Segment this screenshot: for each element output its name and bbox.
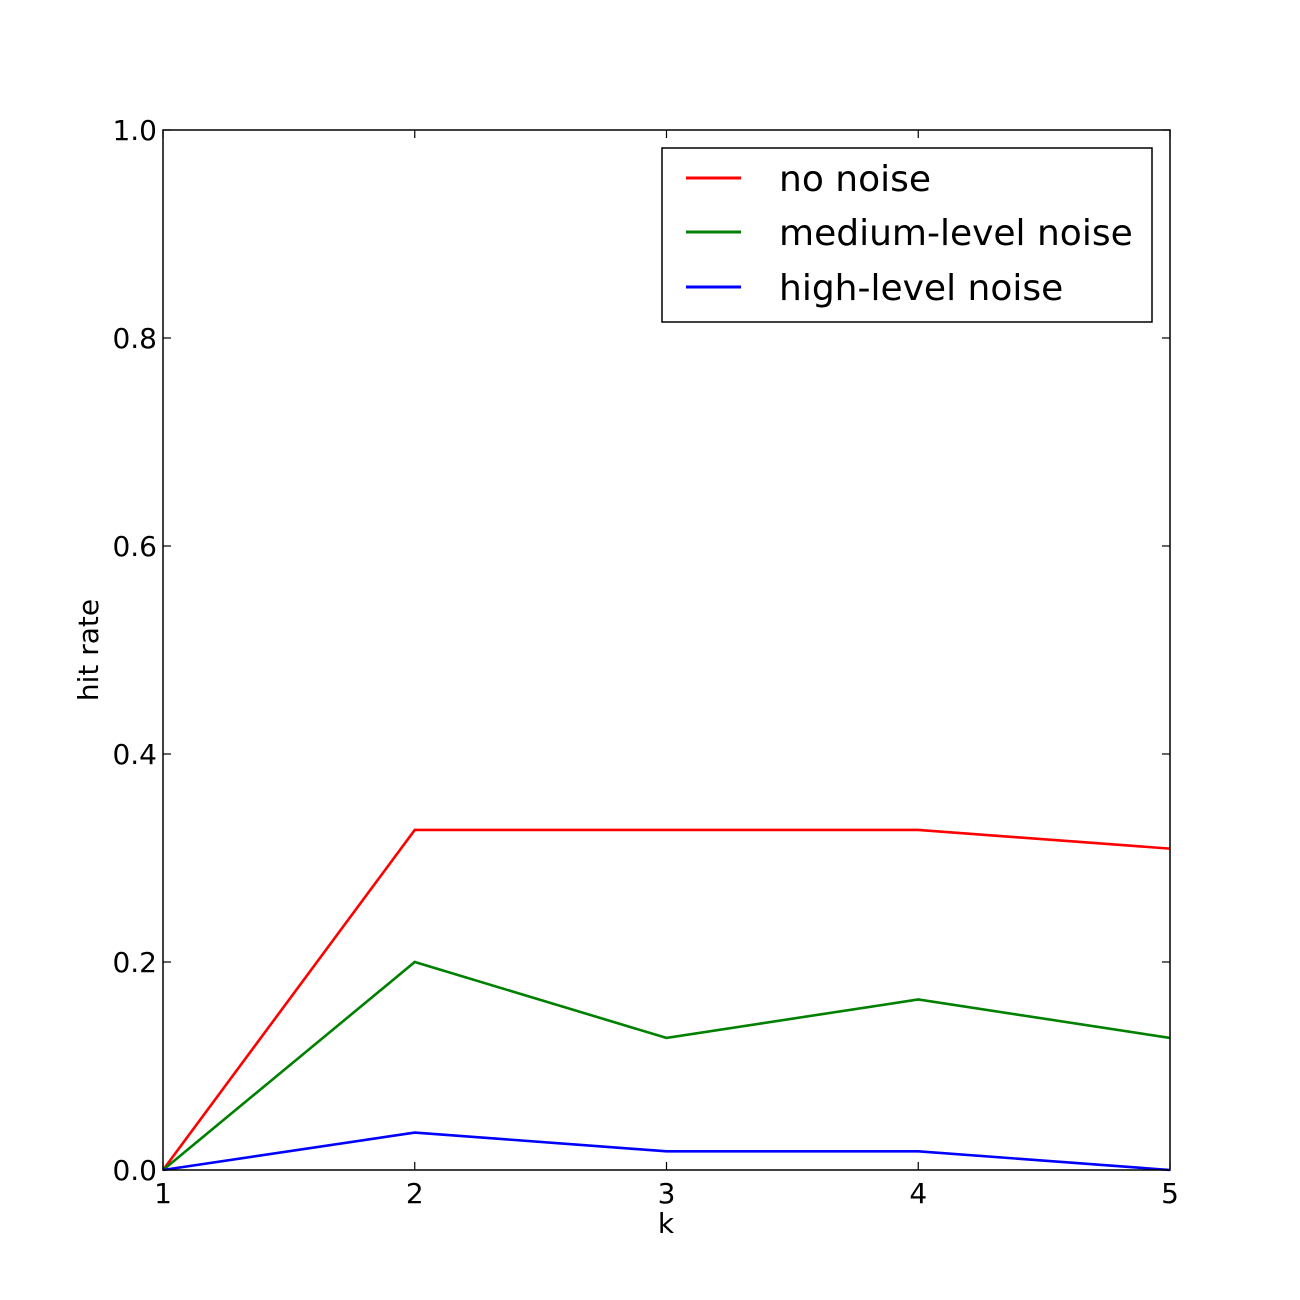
y-tick-label: 0.0 — [112, 1154, 157, 1187]
y-tick-label: 0.4 — [112, 738, 157, 771]
x-tick-label: 2 — [406, 1177, 424, 1210]
legend-box — [661, 147, 1153, 323]
x-tick-label: 4 — [909, 1177, 927, 1210]
x-tick-label: 3 — [658, 1177, 676, 1210]
legend-label-high-level-noise: high-level noise — [779, 268, 1063, 309]
x-axis-label: k — [658, 1207, 675, 1240]
series-lines — [161, 828, 1171, 1172]
x-tick-label: 5 — [1161, 1177, 1179, 1210]
y-tick-label: 0.8 — [112, 322, 157, 355]
y-tick-label: 1.0 — [112, 114, 157, 147]
series-line-no-noise — [161, 828, 1171, 1171]
series-line-high-level-noise — [162, 1131, 1171, 1172]
series-line-medium-level-noise — [162, 960, 1171, 1172]
legend: no noise medium-level noise high-level n… — [661, 147, 1153, 323]
legend-label-no-noise: no noise — [779, 159, 931, 200]
tick-labels: 1 2 3 4 5 0.0 0.2 0.4 0.6 0.8 1.0 — [112, 114, 1178, 1210]
y-tick-label: 0.2 — [112, 946, 157, 979]
y-axis-label: hit rate — [72, 599, 105, 701]
x-tick-label: 1 — [154, 1177, 172, 1210]
legend-label-medium-level-noise: medium-level noise — [779, 213, 1133, 254]
plot-area-frame — [162, 129, 1171, 1171]
y-tick-label: 0.6 — [112, 530, 157, 563]
